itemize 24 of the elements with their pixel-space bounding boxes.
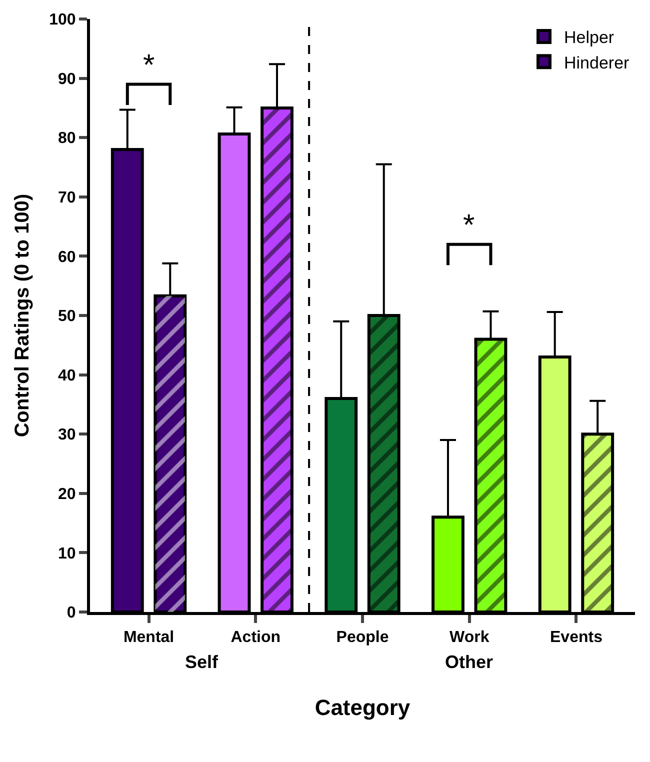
legend-label: Helper bbox=[564, 28, 614, 48]
y-tick-label: 80 bbox=[58, 130, 76, 148]
y-tick-label: 0 bbox=[66, 604, 76, 622]
text: Self bbox=[185, 652, 220, 672]
x-tick-label: Action bbox=[230, 629, 281, 646]
x-tick-label: Mental bbox=[123, 629, 174, 646]
text: Other bbox=[445, 652, 494, 672]
annotation: * bbox=[143, 49, 155, 82]
annotation: * bbox=[463, 209, 475, 242]
y-axis-title: Control Ratings (0 to 100) bbox=[12, 194, 34, 438]
x-tick-label: Events bbox=[550, 629, 603, 646]
y-tick-label: 10 bbox=[58, 545, 76, 562]
y-tick-label: 90 bbox=[58, 70, 76, 88]
x-tick-label: Work bbox=[450, 629, 490, 646]
x-tick-label: People bbox=[336, 629, 389, 646]
legend-label: Hinderer bbox=[564, 53, 630, 72]
y-tick-label: 70 bbox=[58, 190, 76, 206]
y-tick-label: 20 bbox=[58, 486, 76, 503]
y-tick-label: 30 bbox=[58, 426, 76, 444]
y-tick-label: 50 bbox=[58, 308, 76, 326]
x-axis-title: Category bbox=[314, 695, 411, 720]
y-tick-label: 100 bbox=[49, 12, 76, 29]
y-tick-label: 40 bbox=[58, 367, 76, 384]
y-tick-label: 60 bbox=[58, 248, 76, 266]
